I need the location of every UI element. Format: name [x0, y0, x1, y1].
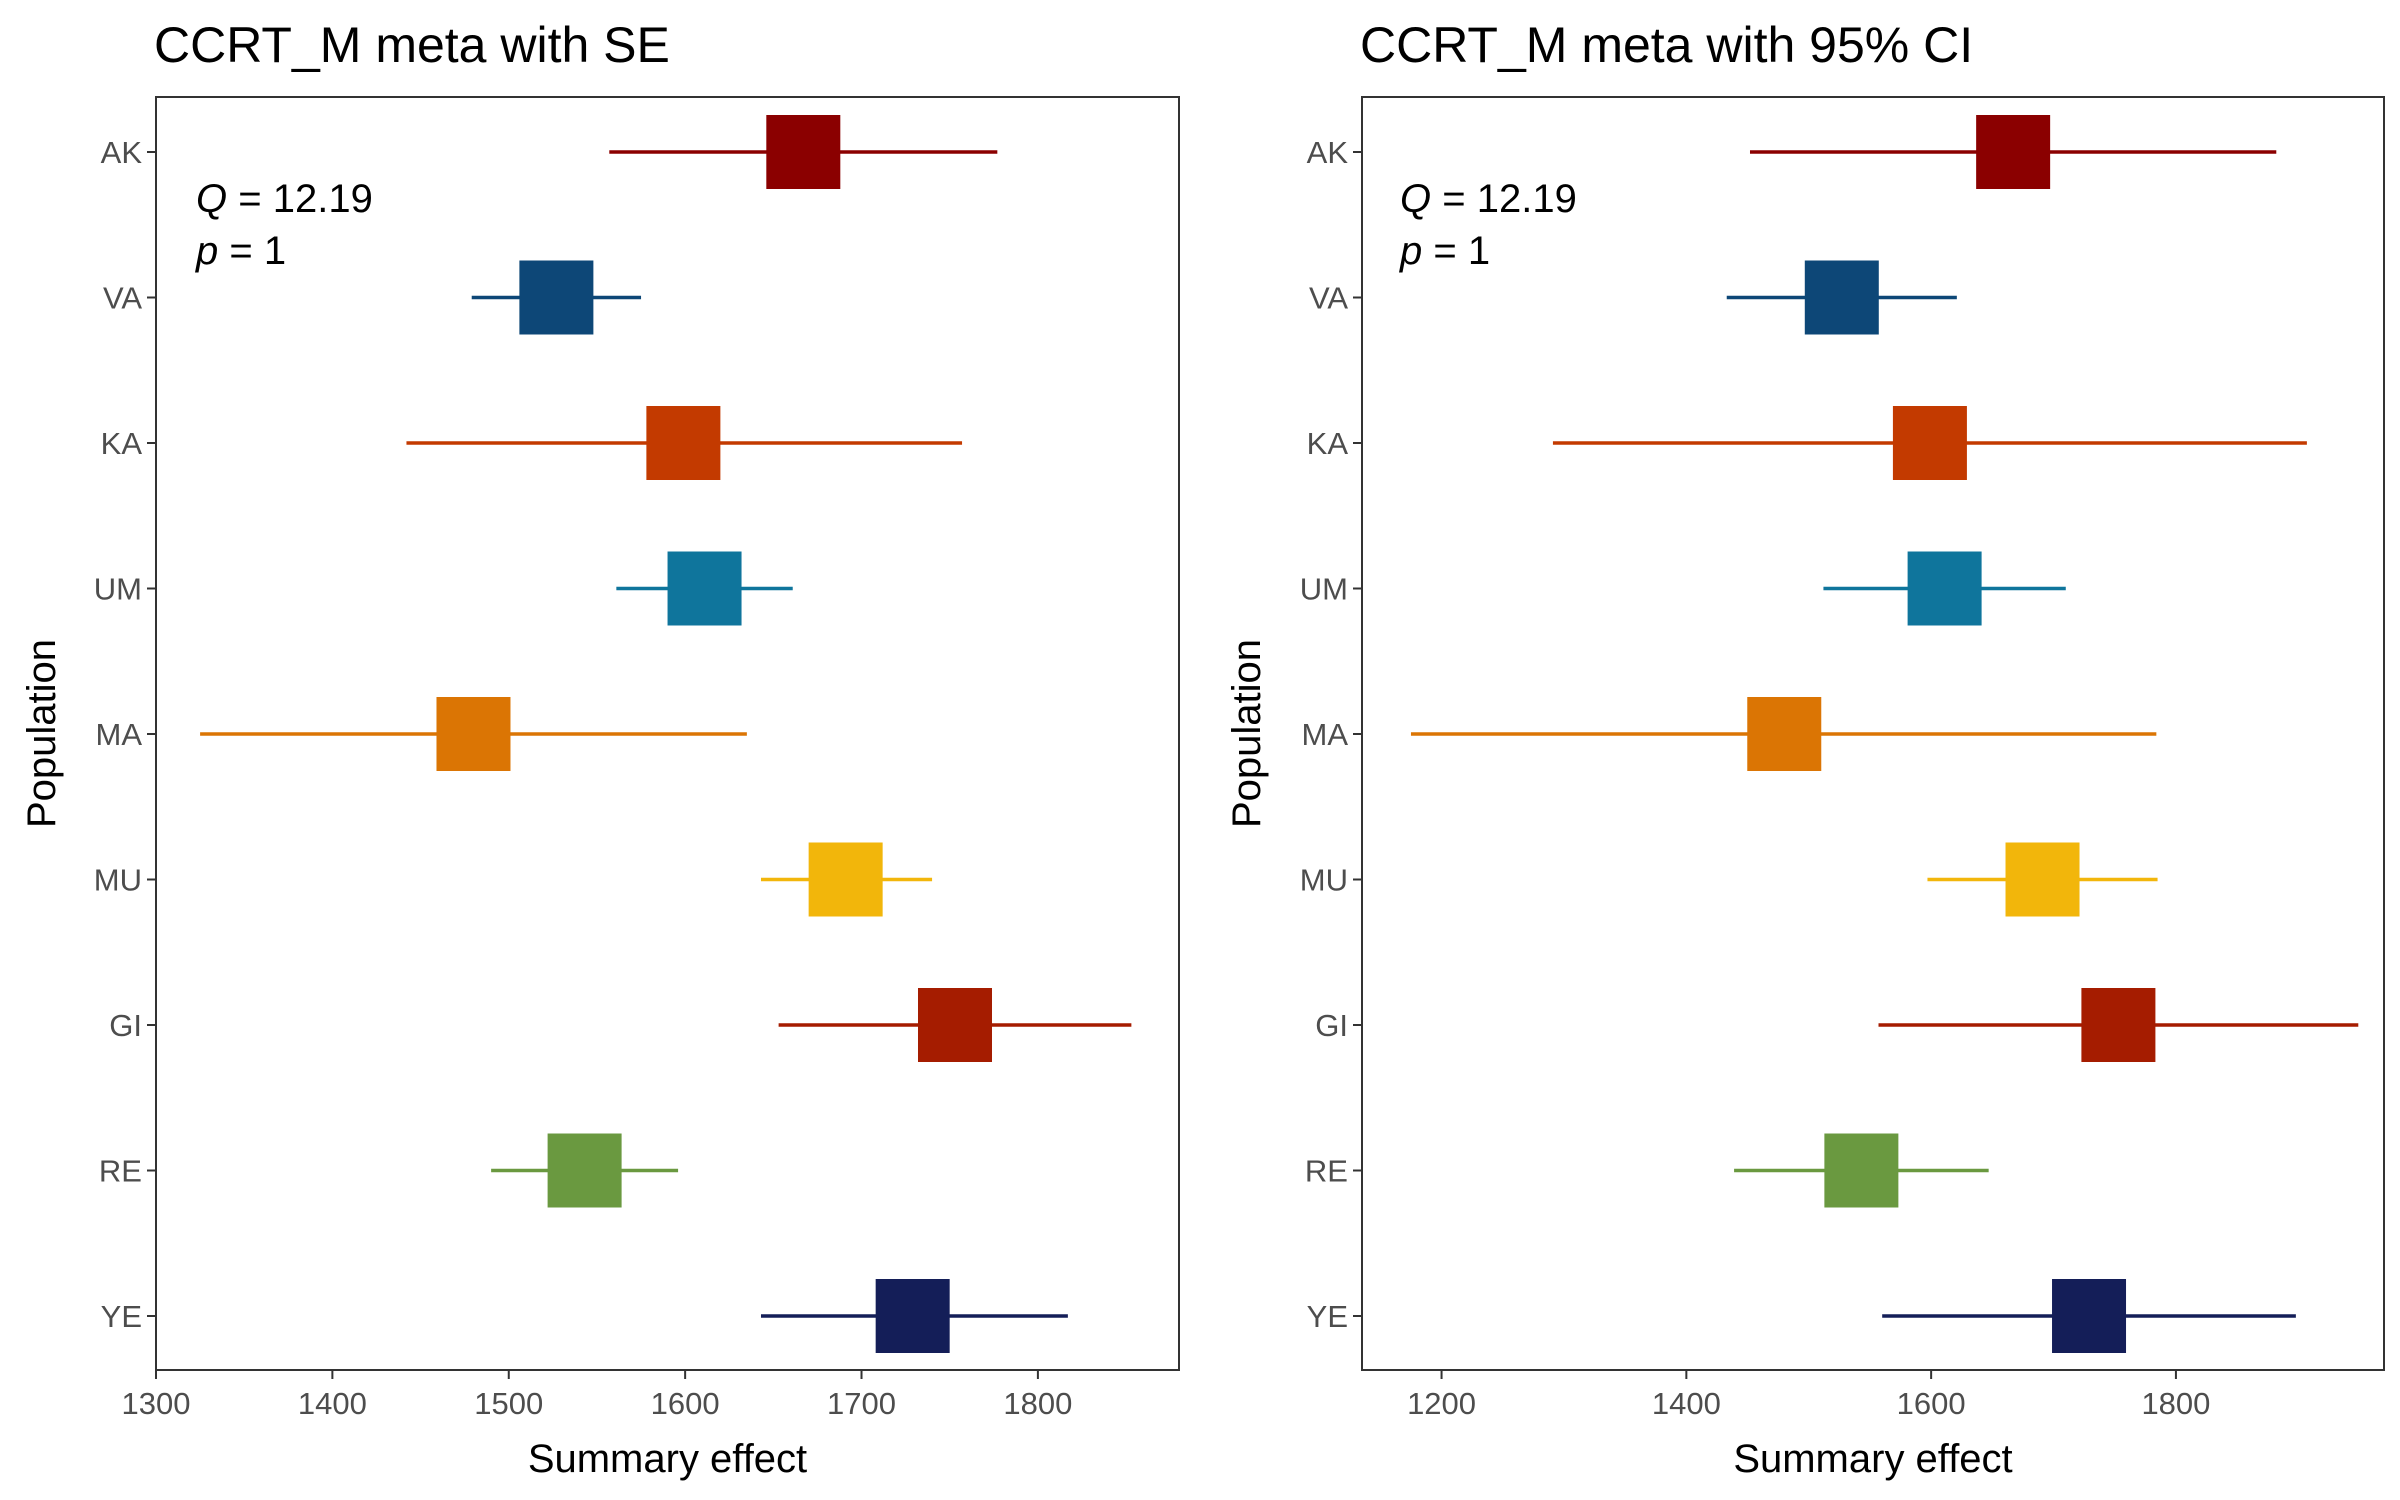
panel-se: CCRT_M meta with SE Population Summary e… — [20, 17, 1180, 1481]
panel-se-y-tick-label-ka: KA — [101, 426, 143, 461]
panel-ci-point-gi — [2081, 988, 2156, 1062]
panel-se-y-tick-label-re: RE — [99, 1154, 142, 1189]
panel-ci-point-re — [1824, 1133, 1899, 1208]
panel-ci-y-tick-label-um: UM — [1300, 572, 1348, 607]
panel-ci-y-tick-label-re: RE — [1305, 1154, 1348, 1189]
panel-ci-point-ak — [1976, 115, 2051, 189]
panel-ci-x-tick-label-1200: 1200 — [1407, 1386, 1476, 1421]
panel-ci-p-value: = 1 — [1433, 229, 1490, 273]
panel-se-title: CCRT_M meta with SE — [154, 17, 670, 73]
panel-ci-y-tick-label-ka: KA — [1307, 426, 1349, 461]
panel-se-y-axis-title: Population — [20, 639, 64, 828]
panel-ci: CCRT_M meta with 95% CI Population Summa… — [1225, 17, 2385, 1481]
panel-ci-point-ma — [1747, 697, 1822, 771]
panel-ci-x-ticks: 1200 1400 1600 1800 — [1407, 1370, 2210, 1421]
panel-se-marks — [200, 115, 1132, 1353]
panel-se-p-annotation: p = 1 — [195, 229, 286, 273]
panel-se-y-tick-label-va: VA — [103, 281, 142, 316]
panel-se-point-va — [519, 260, 594, 335]
panel-se-p-value: = 1 — [229, 229, 286, 273]
panel-se-q-value: = 12.19 — [238, 177, 373, 221]
panel-se-y-tick-label-ye: YE — [101, 1299, 142, 1334]
panel-ci-y-tick-label-mu: MU — [1300, 863, 1348, 898]
panel-se-y-ticks: AK VA KA UM MA MU GI RE YE — [94, 135, 156, 1334]
panel-se-point-ye — [875, 1279, 950, 1353]
panel-se-y-tick-label-ak: AK — [101, 135, 143, 170]
panel-se-x-axis-title: Summary effect — [528, 1437, 807, 1481]
panel-se-point-ka — [646, 406, 721, 480]
panel-ci-x-tick-label-1400: 1400 — [1652, 1386, 1721, 1421]
panel-se-p-symbol: p — [195, 229, 218, 273]
panel-ci-y-tick-label-ma: MA — [1302, 717, 1349, 752]
panel-ci-point-mu — [2005, 842, 2080, 917]
panel-se-q-annotation: Q = 12.19 — [196, 177, 373, 221]
panel-se-y-tick-label-ma: MA — [96, 717, 143, 752]
panel-se-point-um — [667, 551, 742, 626]
panel-ci-x-tick-label-1800: 1800 — [2141, 1386, 2210, 1421]
panel-ci-y-tick-label-ye: YE — [1307, 1299, 1348, 1334]
panel-se-point-ma — [436, 697, 511, 771]
panel-se-x-ticks: 1300 1400 1500 1600 1700 1800 — [122, 1370, 1072, 1421]
panel-se-x-tick-label-1500: 1500 — [474, 1386, 543, 1421]
panel-ci-y-ticks: AK VA KA UM MA MU GI RE YE — [1300, 135, 1362, 1334]
panel-se-q-symbol: Q — [196, 177, 227, 221]
panel-ci-title: CCRT_M meta with 95% CI — [1360, 17, 1973, 73]
panel-ci-point-ye — [2052, 1279, 2127, 1353]
panel-se-point-ak — [766, 115, 841, 189]
panel-se-x-tick-label-1300: 1300 — [122, 1386, 191, 1421]
panel-ci-y-tick-label-gi: GI — [1315, 1008, 1348, 1043]
panel-ci-point-va — [1804, 260, 1879, 335]
panel-se-point-mu — [808, 842, 883, 917]
panel-se-point-re — [547, 1133, 622, 1208]
panel-ci-q-value: = 12.19 — [1442, 177, 1577, 221]
panel-ci-y-tick-label-ak: AK — [1307, 135, 1349, 170]
panel-ci-x-tick-label-1600: 1600 — [1897, 1386, 1966, 1421]
panel-ci-marks — [1410, 115, 2359, 1353]
panel-ci-y-axis-title: Population — [1225, 639, 1269, 828]
panel-ci-point-ka — [1892, 406, 1967, 480]
panel-se-x-tick-label-1600: 1600 — [651, 1386, 720, 1421]
panel-ci-q-symbol: Q — [1400, 177, 1431, 221]
panel-se-y-tick-label-gi: GI — [109, 1008, 142, 1043]
panel-ci-point-um — [1907, 551, 1982, 626]
panel-se-x-tick-label-1400: 1400 — [298, 1386, 367, 1421]
panel-ci-x-axis-title: Summary effect — [1733, 1437, 2012, 1481]
panel-se-x-tick-label-1700: 1700 — [827, 1386, 896, 1421]
panel-ci-p-annotation: p = 1 — [1399, 229, 1490, 273]
panel-se-y-tick-label-um: UM — [94, 572, 142, 607]
panel-ci-y-tick-label-va: VA — [1309, 281, 1348, 316]
panel-se-x-tick-label-1800: 1800 — [1003, 1386, 1072, 1421]
panel-ci-p-symbol: p — [1399, 229, 1422, 273]
panel-se-point-gi — [917, 988, 992, 1062]
panel-ci-q-annotation: Q = 12.19 — [1400, 177, 1577, 221]
panel-se-y-tick-label-mu: MU — [94, 863, 142, 898]
